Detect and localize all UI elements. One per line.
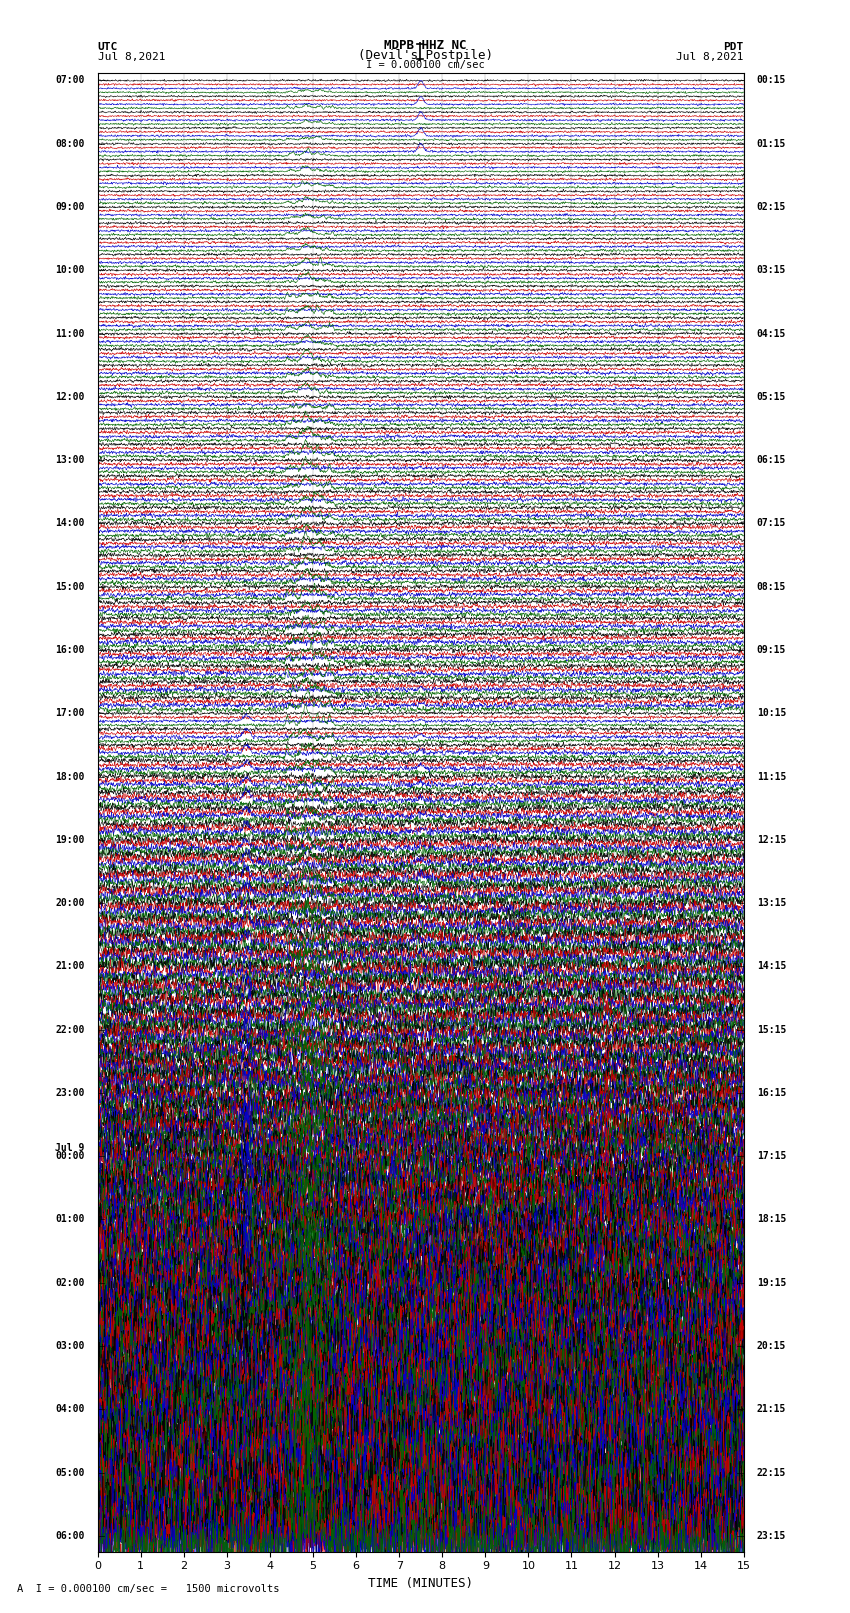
Text: Jul 8,2021: Jul 8,2021 (677, 52, 744, 63)
Text: 07:15: 07:15 (756, 518, 786, 529)
Text: 11:00: 11:00 (55, 329, 85, 339)
Text: (Devil's Postpile): (Devil's Postpile) (358, 48, 492, 63)
Text: 18:00: 18:00 (55, 771, 85, 782)
Text: 07:00: 07:00 (55, 76, 85, 85)
Text: 04:15: 04:15 (756, 329, 786, 339)
Text: 23:00: 23:00 (55, 1087, 85, 1098)
Text: 09:00: 09:00 (55, 202, 85, 211)
Text: 21:15: 21:15 (756, 1405, 786, 1415)
Text: 03:15: 03:15 (756, 265, 786, 276)
Text: Jul 8,2021: Jul 8,2021 (98, 52, 165, 63)
Text: 09:15: 09:15 (756, 645, 786, 655)
Text: 14:00: 14:00 (55, 518, 85, 529)
Text: 06:15: 06:15 (756, 455, 786, 465)
Text: 01:15: 01:15 (756, 139, 786, 148)
Text: UTC: UTC (98, 42, 118, 52)
Text: 15:15: 15:15 (756, 1024, 786, 1034)
Text: 01:00: 01:00 (55, 1215, 85, 1224)
Text: 12:15: 12:15 (756, 836, 786, 845)
X-axis label: TIME (MINUTES): TIME (MINUTES) (368, 1578, 473, 1590)
Text: 10:15: 10:15 (756, 708, 786, 718)
Text: 22:00: 22:00 (55, 1024, 85, 1034)
Text: I = 0.000100 cm/sec: I = 0.000100 cm/sec (366, 60, 484, 71)
Text: 19:00: 19:00 (55, 836, 85, 845)
Text: 05:15: 05:15 (756, 392, 786, 402)
Text: 23:15: 23:15 (756, 1531, 786, 1540)
Text: 10:00: 10:00 (55, 265, 85, 276)
Text: 17:15: 17:15 (756, 1152, 786, 1161)
Text: 20:15: 20:15 (756, 1340, 786, 1352)
Text: 08:15: 08:15 (756, 582, 786, 592)
Text: 02:15: 02:15 (756, 202, 786, 211)
Text: 16:15: 16:15 (756, 1087, 786, 1098)
Text: 00:15: 00:15 (756, 76, 786, 85)
Text: Jul 9: Jul 9 (55, 1144, 85, 1153)
Text: 15:00: 15:00 (55, 582, 85, 592)
Text: 14:15: 14:15 (756, 961, 786, 971)
Text: 13:00: 13:00 (55, 455, 85, 465)
Text: PDT: PDT (723, 42, 744, 52)
Text: 11:15: 11:15 (756, 771, 786, 782)
Text: 18:15: 18:15 (756, 1215, 786, 1224)
Text: 05:00: 05:00 (55, 1468, 85, 1478)
Text: 20:00: 20:00 (55, 898, 85, 908)
Text: 22:15: 22:15 (756, 1468, 786, 1478)
Text: MDPB HHZ NC: MDPB HHZ NC (383, 39, 467, 52)
Text: 03:00: 03:00 (55, 1340, 85, 1352)
Text: 06:00: 06:00 (55, 1531, 85, 1540)
Text: 00:00: 00:00 (55, 1152, 85, 1161)
Text: 19:15: 19:15 (756, 1277, 786, 1287)
Text: 08:00: 08:00 (55, 139, 85, 148)
Text: 16:00: 16:00 (55, 645, 85, 655)
Text: A  I = 0.000100 cm/sec =   1500 microvolts: A I = 0.000100 cm/sec = 1500 microvolts (17, 1584, 280, 1594)
Text: 12:00: 12:00 (55, 392, 85, 402)
Text: 21:00: 21:00 (55, 961, 85, 971)
Text: 02:00: 02:00 (55, 1277, 85, 1287)
Text: 17:00: 17:00 (55, 708, 85, 718)
Text: 04:00: 04:00 (55, 1405, 85, 1415)
Text: 13:15: 13:15 (756, 898, 786, 908)
